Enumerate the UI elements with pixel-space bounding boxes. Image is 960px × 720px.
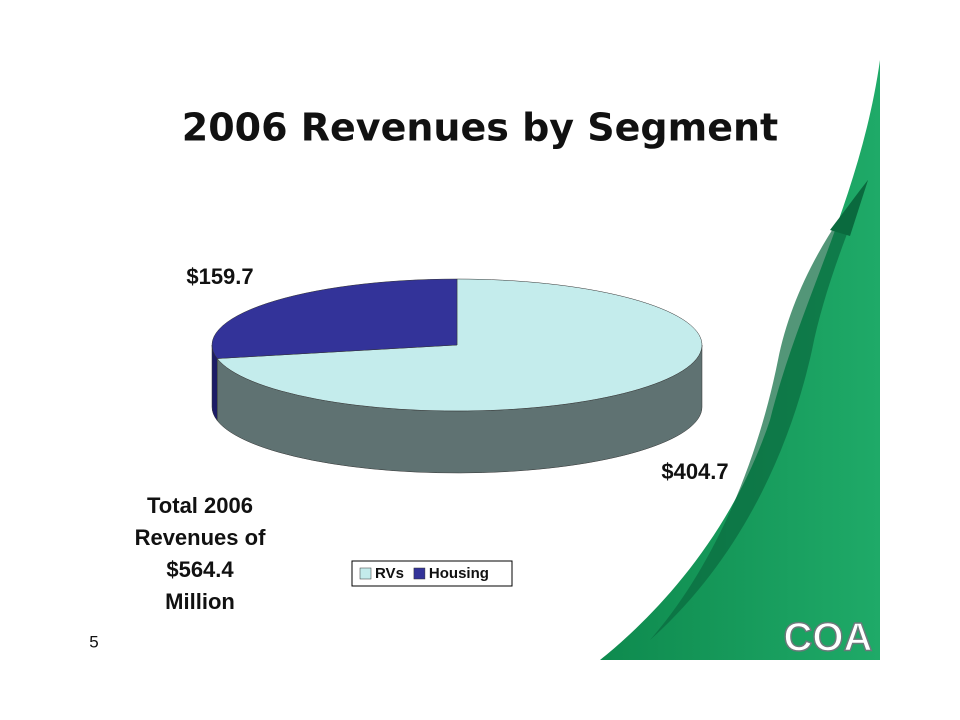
- logo: COA: [784, 616, 873, 660]
- annotation: Total 2006 Revenues of $564.4 Million: [135, 493, 266, 614]
- legend-swatch: [359, 567, 372, 580]
- legend-box: [351, 560, 513, 587]
- legend-swatch: [413, 567, 426, 580]
- annotation-line: Total 2006: [147, 493, 253, 518]
- annotation-line: $564.4: [166, 557, 234, 582]
- data-label: $404.7: [661, 459, 728, 484]
- legend: RVs Housing: [359, 565, 489, 582]
- legend-label: RVs: [375, 565, 404, 582]
- annotation-line: Revenues of: [135, 525, 266, 550]
- data-label: $159.7: [186, 264, 253, 289]
- chart-title: 2006 Revenues by Segment: [182, 106, 778, 150]
- pie-slice: [216, 278, 703, 412]
- legend-label: Housing: [429, 565, 489, 582]
- pie-slice: [211, 278, 458, 359]
- annotation-line: Million: [165, 589, 235, 614]
- pie: [211, 278, 703, 474]
- page-number: 5: [89, 632, 98, 651]
- background-swoosh: [600, 60, 880, 660]
